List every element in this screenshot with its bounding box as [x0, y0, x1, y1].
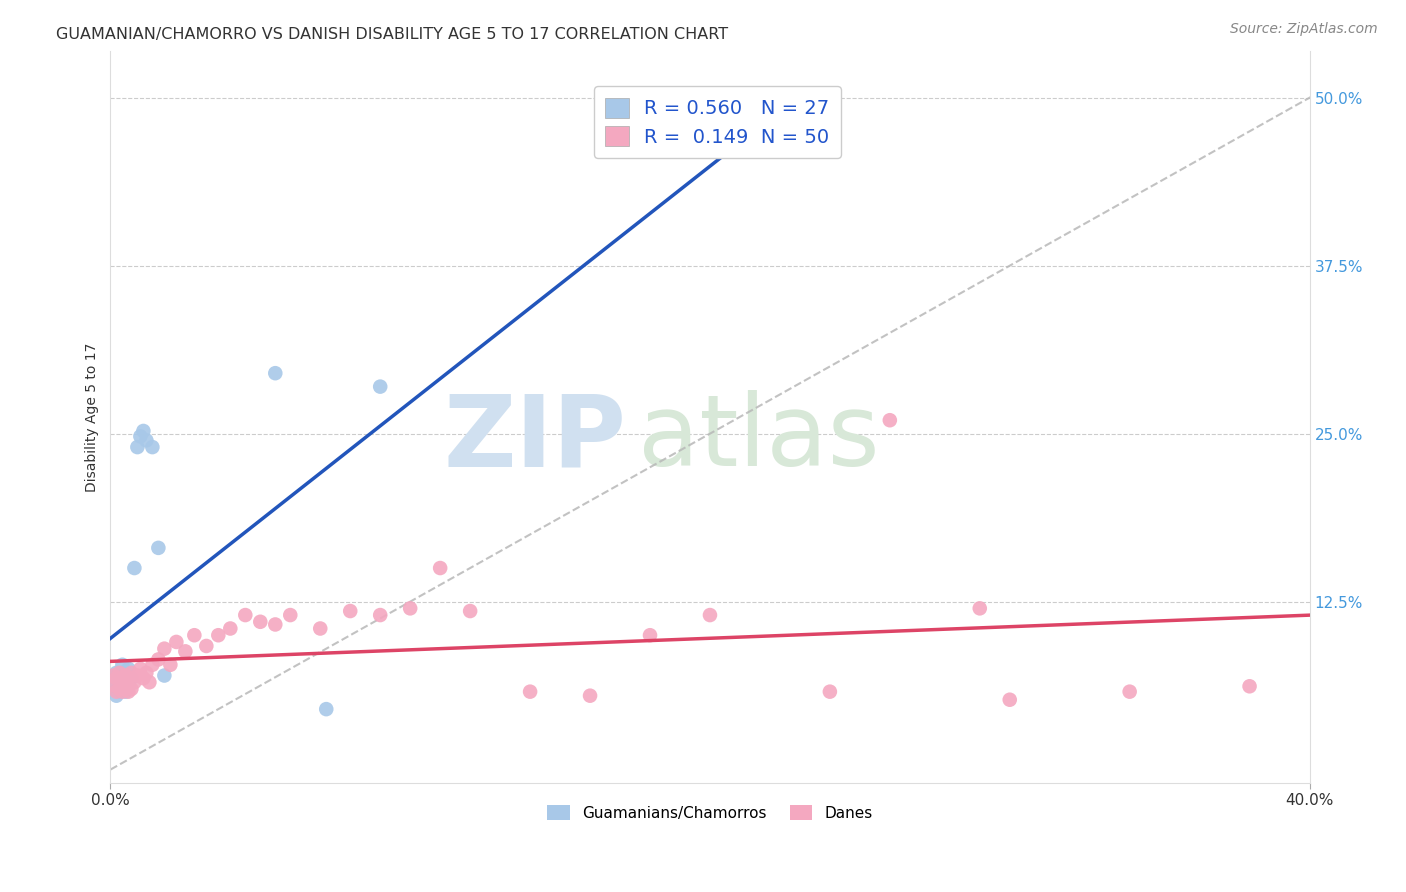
Point: [159, 657, 181, 672]
Point: [120, 681, 142, 696]
Point: [153, 641, 176, 656]
Point: [207, 628, 229, 642]
Point: [108, 668, 131, 682]
Point: [153, 668, 176, 682]
Point: [120, 665, 142, 680]
Point: [195, 639, 218, 653]
Point: [579, 689, 602, 703]
Point: [103, 668, 125, 682]
Text: Source: ZipAtlas.com: Source: ZipAtlas.com: [1230, 22, 1378, 37]
Point: [183, 628, 205, 642]
Point: [148, 652, 170, 666]
Point: [117, 684, 139, 698]
Point: [519, 684, 541, 698]
Point: [969, 601, 991, 615]
Point: [638, 628, 661, 642]
Point: [368, 608, 391, 623]
Point: [108, 681, 131, 696]
Point: [339, 604, 361, 618]
Point: [105, 689, 128, 703]
Text: ZIP: ZIP: [443, 391, 626, 487]
Point: [108, 665, 131, 680]
Point: [233, 608, 256, 623]
Point: [141, 657, 163, 672]
Point: [998, 692, 1021, 706]
Point: [135, 665, 157, 680]
Y-axis label: Disability Age 5 to 17: Disability Age 5 to 17: [86, 343, 100, 491]
Point: [699, 608, 721, 623]
Point: [105, 684, 128, 698]
Point: [114, 678, 136, 692]
Point: [264, 366, 287, 380]
Point: [264, 617, 287, 632]
Point: [429, 561, 451, 575]
Point: [1239, 679, 1261, 693]
Point: [108, 678, 131, 692]
Text: atlas: atlas: [638, 391, 880, 487]
Point: [105, 671, 128, 685]
Point: [117, 671, 139, 685]
Point: [165, 635, 187, 649]
Point: [111, 675, 134, 690]
Point: [129, 429, 152, 443]
Point: [120, 671, 142, 685]
Point: [129, 662, 152, 676]
Point: [124, 675, 146, 690]
Point: [127, 440, 149, 454]
Point: [138, 675, 160, 690]
Point: [309, 622, 332, 636]
Point: [114, 668, 136, 682]
Point: [135, 434, 157, 448]
Point: [399, 601, 422, 615]
Point: [879, 413, 901, 427]
Point: [278, 608, 301, 623]
Point: [111, 657, 134, 672]
Point: [141, 440, 163, 454]
Point: [249, 615, 271, 629]
Point: [105, 665, 128, 680]
Point: [148, 541, 170, 555]
Point: [1118, 684, 1140, 698]
Point: [111, 665, 134, 680]
Point: [124, 561, 146, 575]
Point: [108, 684, 131, 698]
Point: [132, 424, 155, 438]
Point: [818, 684, 841, 698]
Point: [315, 702, 337, 716]
Point: [114, 678, 136, 692]
Point: [458, 604, 481, 618]
Point: [219, 622, 242, 636]
Point: [114, 684, 136, 698]
Point: [111, 668, 134, 682]
Point: [174, 644, 197, 658]
Point: [105, 675, 128, 690]
Point: [111, 684, 134, 698]
Point: [103, 681, 125, 696]
Point: [103, 678, 125, 692]
Point: [132, 671, 155, 685]
Point: [368, 379, 391, 393]
Legend: Guamanians/Chamorros, Danes: Guamanians/Chamorros, Danes: [541, 798, 879, 827]
Text: GUAMANIAN/CHAMORRO VS DANISH DISABILITY AGE 5 TO 17 CORRELATION CHART: GUAMANIAN/CHAMORRO VS DANISH DISABILITY …: [56, 27, 728, 42]
Point: [103, 671, 125, 685]
Point: [127, 668, 149, 682]
Point: [117, 679, 139, 693]
Point: [117, 662, 139, 676]
